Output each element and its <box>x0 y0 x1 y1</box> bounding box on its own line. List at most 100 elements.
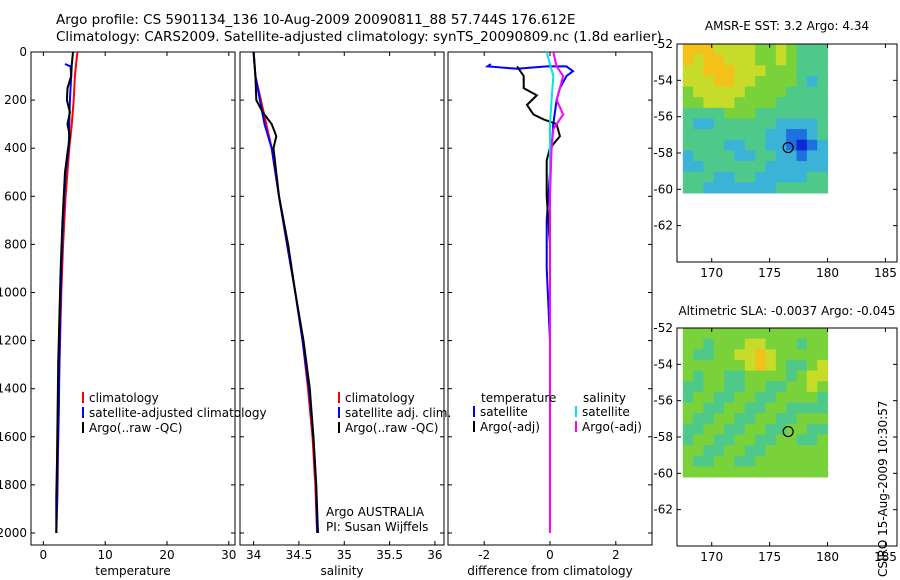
sst-map-cell <box>806 161 818 173</box>
salinity-xtick-label: 34 <box>246 548 261 562</box>
sst-map-cell <box>734 129 746 141</box>
salinity-axes-frame <box>239 51 445 546</box>
temperature-xlabel: temperature <box>95 564 170 578</box>
sst-map-cell <box>682 44 694 56</box>
sla-map-cell <box>755 381 766 393</box>
sst-map-cell <box>724 75 735 88</box>
sla-map-cell <box>734 338 746 350</box>
sla-map-cell <box>806 445 818 457</box>
sst-map-cell <box>734 75 746 88</box>
sla-map-cell <box>817 466 829 478</box>
sst-map-cell <box>734 97 746 109</box>
sla-map-cell <box>693 423 704 435</box>
sst-map-cell <box>703 161 715 173</box>
sst-map-cell <box>786 139 798 151</box>
sst-map-cell <box>806 86 818 98</box>
sst-map-cell <box>786 44 798 56</box>
depth-tick-label: 200 <box>4 93 27 107</box>
sla-map-cell <box>775 349 787 361</box>
sst-map-cell <box>765 107 777 119</box>
sla-map-cell <box>796 370 808 382</box>
sst-map-cell <box>713 97 725 109</box>
sst-map-cell <box>713 65 725 77</box>
salinity-legend-entry-label: Argo(..raw -QC) <box>345 421 438 435</box>
sst-map-cell <box>744 107 756 119</box>
sla-map-cell <box>755 402 766 414</box>
sla-map-cell <box>786 466 798 478</box>
sla-map-cell <box>817 445 829 457</box>
sst-map-cell <box>786 161 798 173</box>
sla-map-cell <box>765 402 777 414</box>
sst-map-cell <box>755 97 766 109</box>
sla-map-cell <box>806 413 818 425</box>
sst-map-cell <box>693 54 704 66</box>
sla-map-cell <box>724 359 735 372</box>
sla-map-cell <box>724 402 735 414</box>
sla-map-cell <box>734 445 746 457</box>
sst-map-cell <box>724 65 735 77</box>
sla-map-cell <box>786 434 798 446</box>
sla-map-cell <box>682 434 694 446</box>
sst-map-cell <box>724 129 735 141</box>
sla-map-ytick-label: -54 <box>653 357 673 371</box>
sst-map-cell <box>796 129 808 141</box>
sla-map-cell <box>817 381 829 393</box>
sla-map-cell <box>775 423 787 435</box>
sla-map-cell <box>724 466 735 478</box>
difference-xlabel: difference from climatology <box>467 564 633 578</box>
sla-map-cell <box>713 359 725 372</box>
sst-map-cell <box>817 129 829 141</box>
depth-tick-label: 400 <box>4 141 27 155</box>
sla-map-cell <box>703 445 715 457</box>
sst-map-cell <box>744 161 756 173</box>
sst-map-ytick-label: -62 <box>653 219 673 233</box>
sst-map-cell <box>703 65 715 77</box>
sla-map-cell <box>734 328 746 340</box>
figure-title-line1: Argo profile: CS 5901134_136 10-Aug-2009… <box>56 12 576 28</box>
sst-map-cell <box>775 75 787 88</box>
sla-map-cell <box>806 391 818 403</box>
sla-map-cell <box>786 349 798 361</box>
sla-map-cell <box>693 455 704 467</box>
sst-map-cell <box>786 118 798 130</box>
sla-map-cell <box>693 349 704 361</box>
sla-map-cell <box>796 413 808 425</box>
sla-map-cell <box>796 434 808 446</box>
sst-map-cell <box>713 44 725 56</box>
sst-map-cell <box>682 161 694 173</box>
sla-map-cell <box>786 391 798 403</box>
sst-map-cell <box>786 97 798 109</box>
sla-map-cell <box>703 423 715 435</box>
temperature-series-line <box>55 51 74 533</box>
sst-map-cell <box>734 118 746 130</box>
sst-map-cell <box>775 54 787 66</box>
sla-map-cell <box>703 391 715 403</box>
sst-map-cell <box>806 182 818 194</box>
sla-map-xtick-label: 180 <box>816 550 839 564</box>
sst-map-cell <box>744 86 756 98</box>
sst-map-cell <box>775 65 787 77</box>
sst-map-cell <box>734 171 746 183</box>
sla-map-cell <box>682 455 694 467</box>
sla-map-cell <box>713 466 725 478</box>
sst-map-cell <box>817 75 829 88</box>
sst-map-cell <box>775 44 787 56</box>
sst-map-cell <box>734 54 746 66</box>
sla-map-cell <box>755 445 766 457</box>
sla-map-cell <box>806 466 818 478</box>
sst-map-cell <box>744 118 756 130</box>
sla-map-cell <box>806 381 818 393</box>
sst-map-cell <box>755 182 766 194</box>
sst-map-cell <box>796 97 808 109</box>
sla-map-cell <box>693 370 704 382</box>
sla-map-cell <box>775 413 787 425</box>
salinity-annotation-pi: PI: Susan Wijffels <box>326 520 428 534</box>
sla-map-cell <box>806 434 818 446</box>
temperature-xtick-label: 0 <box>40 548 48 562</box>
sst-map-cell <box>796 118 808 130</box>
sst-map-cell <box>775 171 787 183</box>
sst-map-cell <box>682 75 694 88</box>
sla-map-cell <box>724 381 735 393</box>
sst-map-xtick-label: 170 <box>700 266 723 280</box>
sla-map-cell <box>734 423 746 435</box>
